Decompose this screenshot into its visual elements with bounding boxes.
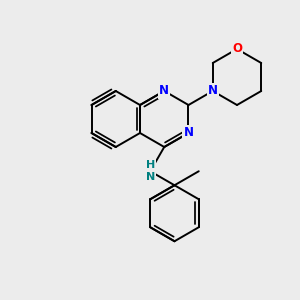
Text: N: N bbox=[208, 85, 218, 98]
Text: H
N: H N bbox=[146, 160, 155, 182]
Text: N: N bbox=[159, 85, 169, 98]
Text: O: O bbox=[232, 43, 242, 56]
Text: N: N bbox=[184, 127, 194, 140]
